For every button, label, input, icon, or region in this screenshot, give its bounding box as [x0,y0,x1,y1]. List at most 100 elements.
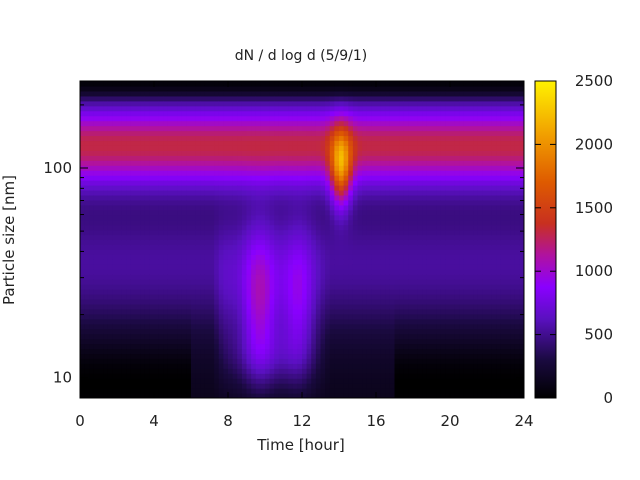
heatmap-cell [140,269,146,275]
heatmap-cell [265,368,271,374]
heatmap-cell [103,194,109,201]
heatmap-cell [181,323,187,330]
heatmap-cell [181,204,187,211]
heatmap-cell [329,120,335,127]
heatmap-cell [98,175,104,181]
heatmap-cell [121,204,127,211]
heatmap-cell [232,160,238,166]
heatmap-cell [315,249,322,255]
heatmap-cell [288,264,294,270]
heatmap-cell [255,209,261,216]
heatmap-cell [195,214,201,221]
heatmap-cell [204,155,211,161]
heatmap-cell [223,269,229,275]
heatmap-cell [329,333,335,340]
heatmap-cell [265,373,271,379]
heatmap-cell [112,81,118,87]
heatmap-cell [343,135,349,142]
heatmap-cell [186,145,192,151]
heatmap-cell [255,363,261,369]
heatmap-cell [228,318,234,325]
heatmap-cell [191,284,197,290]
heatmap-cell [371,145,377,151]
heatmap-cell [417,293,423,300]
heatmap-cell [385,100,391,107]
heatmap-cell [251,209,257,216]
heatmap-cell [251,244,257,250]
heatmap-cell [343,224,349,231]
heatmap-cell [366,110,372,117]
heatmap-cell [103,373,109,379]
heatmap-cell [422,130,428,137]
heatmap-cell [140,145,146,151]
heatmap-cell [265,229,271,236]
heatmap-cell [255,368,261,374]
heatmap-cell [209,358,215,364]
heatmap-cell [408,170,414,176]
heatmap-cell [228,204,234,211]
heatmap-cell [126,318,132,325]
heatmap-cell [371,303,377,310]
heatmap-cell [158,279,164,285]
heatmap-cell [84,150,90,156]
heatmap-cell [422,378,428,384]
heatmap-cell [214,353,220,359]
heatmap-cell [371,110,377,117]
heatmap-cell [232,100,238,107]
heatmap-cell [357,328,363,335]
heatmap-cell [140,239,146,246]
heatmap-cell [436,264,442,270]
heatmap-cell [389,383,396,389]
heatmap-cell [265,214,271,221]
heatmap-cell [121,348,127,355]
heatmap-cell [163,155,169,161]
heatmap-cell [311,353,317,359]
heatmap-cell [269,373,275,379]
heatmap-cell [232,194,238,201]
heatmap-cell [329,388,335,394]
heatmap-cell [436,180,442,186]
heatmap-cell [172,90,178,97]
heatmap-cell [181,140,187,146]
heatmap-cell [167,284,174,290]
heatmap-cell [84,338,90,345]
heatmap-cell [167,165,174,171]
heatmap-cell [436,279,442,285]
heatmap-cell [436,125,442,132]
heatmap-cell [371,358,377,364]
heatmap-cell [191,313,197,320]
heatmap-cell [93,373,100,379]
heatmap-cell [144,313,150,320]
heatmap-cell [394,279,400,285]
heatmap-cell [98,214,104,221]
heatmap-cell [149,249,155,255]
heatmap-cell [135,284,141,290]
heatmap-cell [181,170,187,176]
heatmap-cell [237,150,243,156]
heatmap-cell [200,185,206,191]
heatmap-cell [195,170,201,176]
heatmap-cell [181,165,187,171]
heatmap-cell [172,85,178,92]
heatmap-cell [325,269,331,275]
heatmap-cell [228,249,234,255]
heatmap-cell [167,135,174,142]
heatmap-cell [223,224,229,231]
heatmap-cell [334,353,340,359]
heatmap-cell [380,289,386,295]
heatmap-cell [362,160,368,166]
heatmap-cell [366,85,372,92]
heatmap-cell [228,145,234,151]
heatmap-cell [366,279,372,285]
heatmap-cell [98,328,104,335]
heatmap-cell [218,323,224,330]
heatmap-cell [149,293,155,300]
heatmap-cell [362,100,368,107]
heatmap-cell [130,95,137,102]
heatmap-cell [399,279,405,285]
heatmap-cell [357,274,363,280]
heatmap-cell [436,353,442,359]
heatmap-cell [408,209,414,216]
heatmap-cell [311,130,317,137]
heatmap-cell [237,165,243,171]
